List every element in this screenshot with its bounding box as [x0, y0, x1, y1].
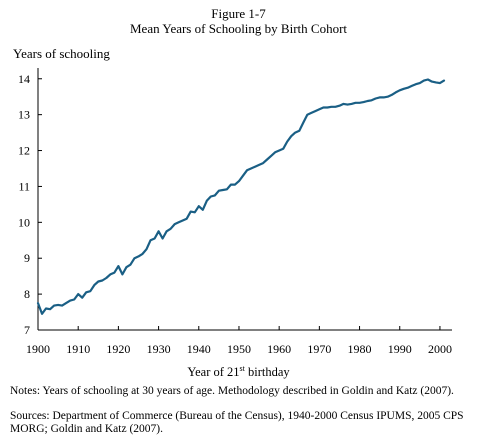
y-tick-label: 12	[18, 144, 30, 158]
chart-ticks: 7 8 9 10 11 12 13 14 1900 1910 1920 1930 1940 1950 196…	[18, 72, 452, 356]
x-axis-label-suffix: birthday	[244, 365, 290, 380]
x-tick-label: 1910	[66, 342, 90, 356]
x-tick-label: 1990	[388, 342, 412, 356]
x-tick-label: 1900	[26, 342, 50, 356]
chart-series	[36, 78, 446, 315]
figure-number: Figure 1-7	[211, 6, 266, 21]
y-tick-label: 7	[24, 323, 30, 337]
x-tick-label: 1940	[187, 342, 211, 356]
y-tick-label: 14	[18, 72, 30, 86]
chart-title: Mean Years of Schooling by Birth Cohort	[129, 21, 348, 36]
x-tick-label: 1950	[227, 342, 251, 356]
line-chart: 7 8 9 10 11 12 13 14 1900 1910 1920 1930 1940 1950 196…	[18, 68, 452, 356]
x-tick-label: 1970	[307, 342, 331, 356]
x-tick-label: 1920	[106, 342, 130, 356]
x-tick-label: 1930	[147, 342, 171, 356]
x-axis-label-text: Year of 21	[187, 365, 240, 380]
y-tick-label: 8	[24, 287, 30, 301]
y-tick-label: 11	[18, 179, 30, 193]
y-tick-label: 13	[18, 108, 30, 122]
x-axis-label-sup: st	[239, 364, 245, 373]
x-tick-label: 1960	[267, 342, 291, 356]
series-line	[36, 78, 446, 315]
x-tick-label: 1980	[348, 342, 372, 356]
x-axis-label: Year of 21st birthday	[0, 364, 477, 380]
x-tick-label: 2000	[428, 342, 452, 356]
y-tick-label: 9	[24, 251, 30, 265]
y-axis-label: Years of schooling	[13, 46, 110, 61]
chart-sources: Sources: Department of Commerce (Bureau …	[10, 410, 464, 435]
y-tick-label: 10	[18, 215, 30, 229]
chart-axes	[37, 68, 452, 331]
chart-notes: Notes: Years of schooling at 30 years of…	[10, 385, 454, 397]
